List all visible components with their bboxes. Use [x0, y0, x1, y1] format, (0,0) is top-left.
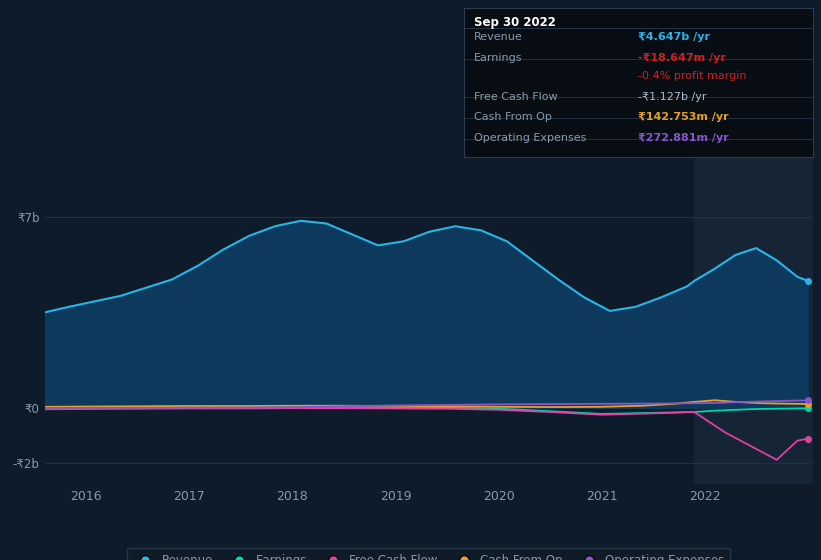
- Text: -₹18.647m /yr: -₹18.647m /yr: [639, 53, 727, 63]
- Text: Earnings: Earnings: [475, 53, 523, 63]
- Bar: [695, 148, 813, 484]
- Text: ₹272.881m /yr: ₹272.881m /yr: [639, 133, 729, 143]
- Text: ₹142.753m /yr: ₹142.753m /yr: [639, 112, 729, 122]
- Text: Cash From Op: Cash From Op: [475, 112, 553, 122]
- Text: Revenue: Revenue: [475, 32, 523, 42]
- Text: Sep 30 2022: Sep 30 2022: [475, 16, 556, 29]
- Text: -0.4% profit margin: -0.4% profit margin: [639, 71, 747, 81]
- Text: Operating Expenses: Operating Expenses: [475, 133, 587, 143]
- Text: ₹4.647b /yr: ₹4.647b /yr: [639, 32, 710, 42]
- Text: Free Cash Flow: Free Cash Flow: [475, 91, 558, 101]
- Legend: Revenue, Earnings, Free Cash Flow, Cash From Op, Operating Expenses: Revenue, Earnings, Free Cash Flow, Cash …: [127, 548, 731, 560]
- Text: -₹1.127b /yr: -₹1.127b /yr: [639, 91, 707, 101]
